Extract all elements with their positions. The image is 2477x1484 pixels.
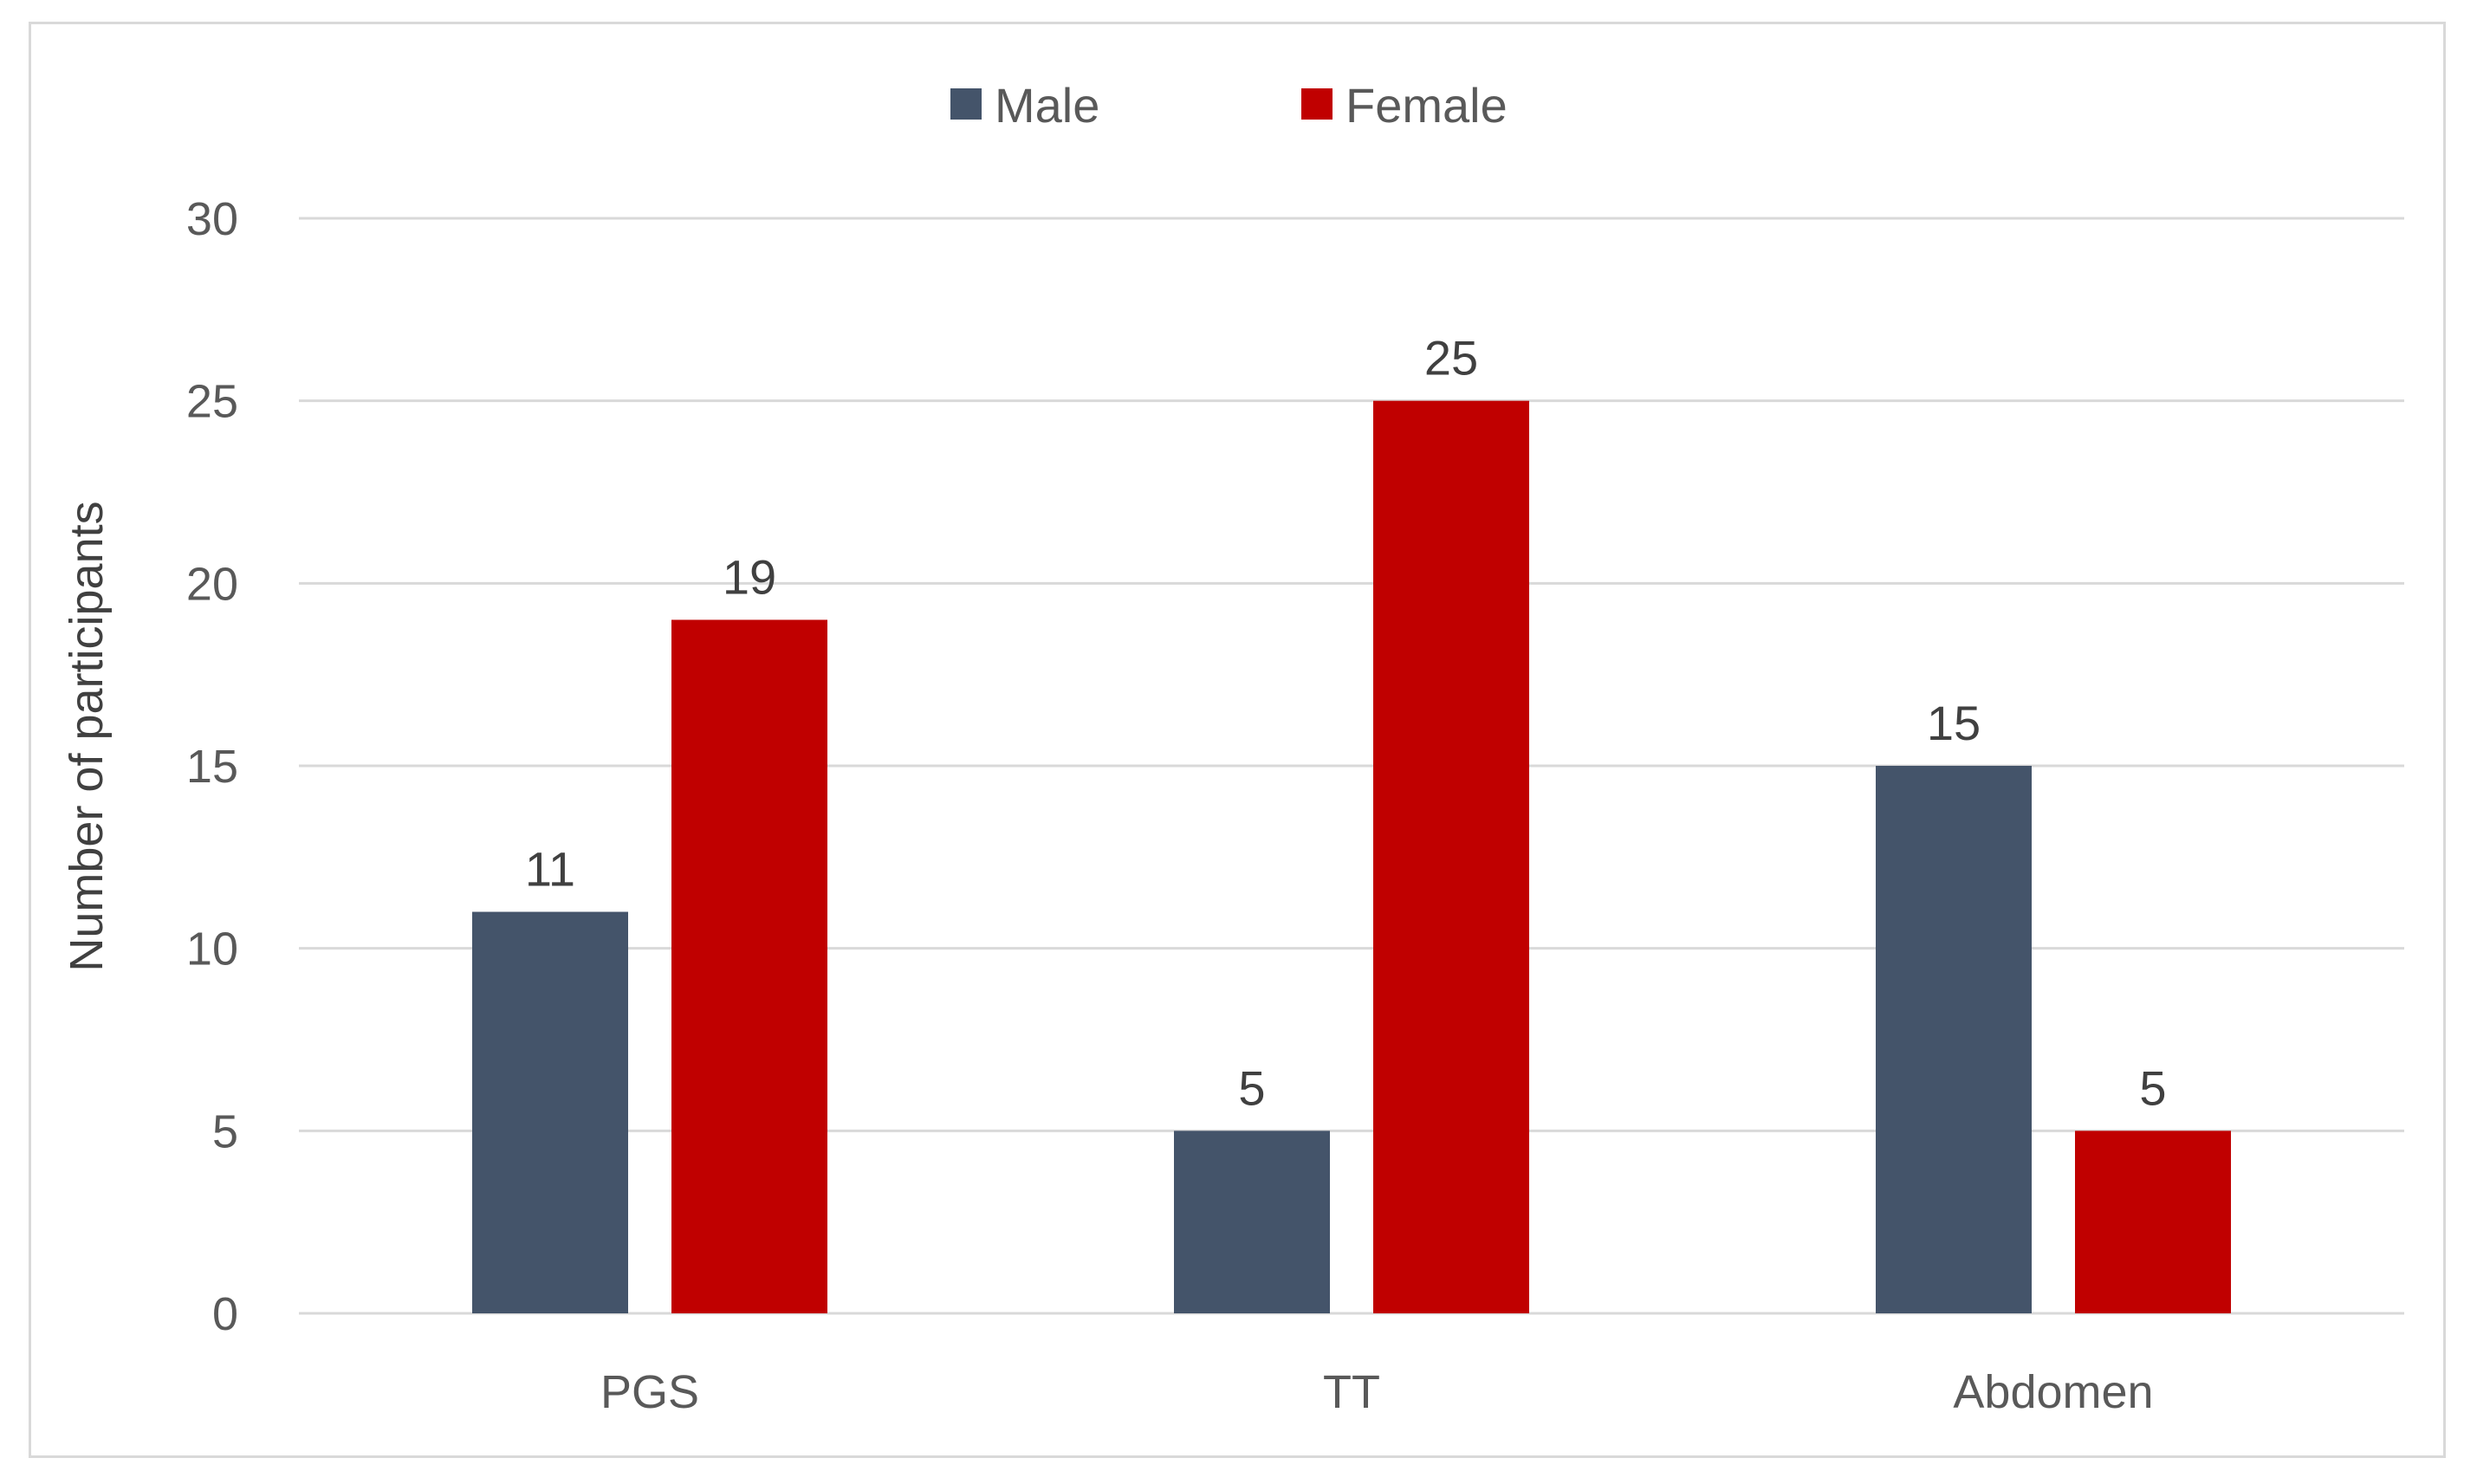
legend: Male Female	[950, 78, 1508, 133]
bar-female-pgs	[671, 619, 827, 1313]
data-label: 5	[1238, 1060, 1265, 1115]
bars	[472, 400, 2231, 1314]
gridlines	[299, 217, 2404, 1315]
y-tick-label: 0	[212, 1288, 238, 1340]
y-tick-label: 5	[212, 1105, 238, 1157]
data-label: 15	[1927, 696, 1981, 750]
data-label: 11	[525, 842, 575, 897]
x-axis-categories: PGS TT Abdomen	[600, 1366, 2154, 1418]
legend-swatch-male	[950, 88, 982, 120]
legend-swatch-female	[1301, 88, 1333, 120]
y-tick-label: 15	[186, 741, 238, 793]
data-label: 5	[2139, 1060, 2166, 1115]
y-tick-label: 20	[186, 558, 238, 610]
bar-female-abdomen	[2075, 1131, 2231, 1313]
bar-male-abdomen	[1876, 766, 2032, 1313]
legend-label-female: Female	[1345, 78, 1508, 133]
data-labels: 11 19 5 25 15 5	[525, 331, 2167, 1116]
x-category-label: Abdomen	[1953, 1366, 2153, 1418]
bar-female-tt	[1373, 400, 1529, 1314]
x-category-label: TT	[1323, 1366, 1380, 1418]
bar-male-pgs	[472, 911, 628, 1313]
y-tick-label: 30	[186, 193, 238, 245]
x-category-label: PGS	[600, 1366, 699, 1418]
bar-male-tt	[1174, 1131, 1330, 1313]
data-label: 19	[723, 549, 776, 604]
legend-label-male: Male	[995, 78, 1099, 133]
y-tick-label: 10	[186, 923, 238, 975]
data-label: 25	[1424, 331, 1478, 386]
y-axis-ticks: 0 5 10 15 20 25 30	[186, 193, 238, 1340]
y-axis-title: Number of participants	[61, 501, 113, 971]
y-tick-label: 25	[186, 376, 238, 428]
